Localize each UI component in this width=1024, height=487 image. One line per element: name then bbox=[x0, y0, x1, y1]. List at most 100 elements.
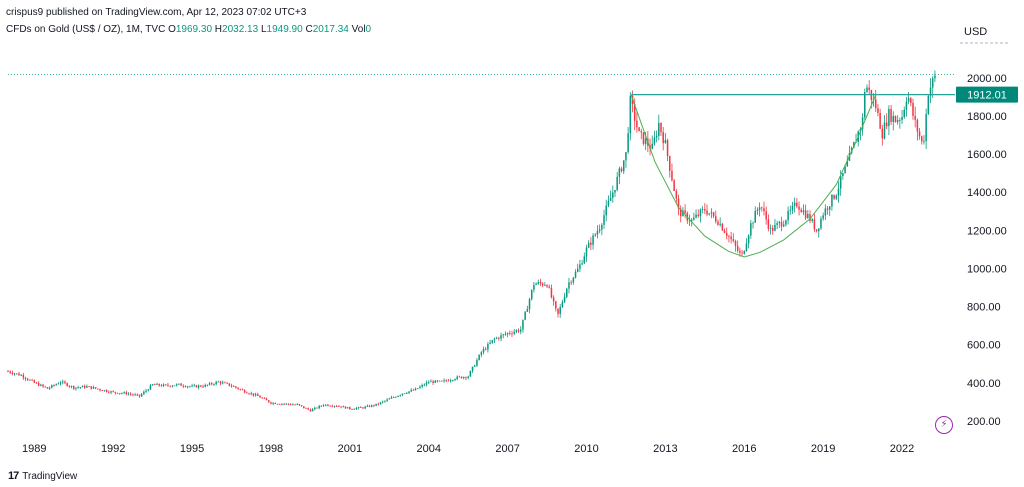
candle-body bbox=[276, 403, 279, 405]
candle-body bbox=[105, 390, 108, 392]
candle-body bbox=[360, 407, 362, 408]
tradingview-logo-icon: 17 bbox=[8, 470, 19, 482]
candle-body bbox=[90, 386, 93, 389]
candle-body bbox=[706, 210, 708, 215]
candle-body bbox=[403, 393, 406, 395]
candle-body bbox=[561, 302, 564, 308]
candle-body bbox=[541, 283, 544, 286]
candle-body bbox=[655, 135, 658, 138]
candle-body bbox=[710, 212, 713, 214]
candle-body bbox=[478, 354, 480, 360]
candle-body bbox=[48, 387, 51, 389]
price-axis[interactable]: 200.00 400.00 600.00 800.00 1000.00 1200.00 14… bbox=[967, 73, 1007, 428]
candle-body bbox=[257, 394, 259, 397]
price-tick-label: 1800.00 bbox=[967, 111, 1007, 123]
candle-body bbox=[901, 116, 903, 120]
candle-body bbox=[721, 223, 724, 231]
candle-body bbox=[250, 393, 252, 395]
candle-body bbox=[618, 168, 621, 177]
candle-body bbox=[912, 102, 914, 116]
time-axis[interactable]: 1989 1992 1995 1998 2001 2004 2007 2010 2013 2016… bbox=[22, 443, 914, 455]
candle-body bbox=[828, 206, 831, 210]
candle-body bbox=[20, 375, 22, 376]
candle-body bbox=[644, 138, 647, 144]
price-tick-label: 400.00 bbox=[967, 378, 1001, 390]
candle-body bbox=[200, 385, 202, 387]
candle-body bbox=[237, 387, 239, 390]
candle-body bbox=[15, 373, 18, 375]
candle-body bbox=[511, 333, 513, 335]
time-tick-label: 2007 bbox=[495, 443, 519, 455]
candle-body bbox=[513, 331, 515, 334]
candle-body bbox=[708, 213, 710, 215]
candle-body bbox=[392, 397, 395, 398]
time-tick-label: 2013 bbox=[653, 443, 677, 455]
candle-body bbox=[438, 380, 441, 382]
candle-body bbox=[796, 202, 798, 207]
candle-body bbox=[925, 113, 927, 142]
candle-body bbox=[491, 340, 494, 343]
candle-body bbox=[585, 247, 588, 257]
candle-body bbox=[918, 131, 921, 137]
candle-body bbox=[88, 386, 90, 388]
candle-body bbox=[579, 264, 581, 269]
candle-body bbox=[638, 127, 640, 132]
candle-body bbox=[868, 87, 870, 91]
candle-body bbox=[66, 383, 68, 386]
currency-label[interactable]: USD bbox=[964, 26, 988, 38]
candle-body bbox=[879, 112, 881, 129]
candle-body bbox=[311, 409, 314, 412]
candle-body bbox=[252, 393, 255, 396]
candle-body bbox=[296, 404, 299, 406]
candle-body bbox=[756, 209, 759, 211]
candle-body bbox=[837, 188, 840, 196]
candle-body bbox=[522, 319, 524, 330]
candle-body bbox=[537, 282, 540, 284]
candle-body bbox=[804, 210, 807, 218]
tradingview-brand[interactable]: 17 TradingView bbox=[8, 470, 77, 482]
candle-body bbox=[480, 352, 483, 355]
candle-body bbox=[469, 371, 472, 377]
symbol-name: CFDs on Gold (US$ / OZ), 1M, TVC bbox=[6, 24, 166, 35]
candle-body bbox=[386, 399, 388, 401]
candle-body bbox=[294, 404, 296, 406]
candle-body bbox=[467, 376, 469, 378]
candle-body bbox=[414, 388, 417, 391]
candle-body bbox=[149, 385, 152, 390]
candle-body bbox=[165, 384, 167, 386]
candle-body bbox=[355, 407, 358, 409]
time-tick-label: 1992 bbox=[101, 443, 125, 455]
lightning-icon[interactable]: ⚡ bbox=[935, 416, 953, 434]
candle-body bbox=[861, 117, 864, 129]
candle-body bbox=[226, 382, 228, 384]
candle-body bbox=[62, 381, 64, 383]
candle-body bbox=[366, 405, 369, 407]
candle-body bbox=[265, 398, 268, 401]
candle-body bbox=[351, 409, 353, 410]
candle-body bbox=[64, 381, 66, 384]
candle-body bbox=[787, 210, 789, 221]
candle-body bbox=[189, 386, 191, 388]
candle-body bbox=[151, 384, 154, 386]
candle-body bbox=[782, 224, 785, 227]
candle-body bbox=[732, 239, 735, 241]
candle-body bbox=[193, 385, 196, 387]
candle-body bbox=[241, 389, 244, 391]
candle-body bbox=[736, 245, 739, 251]
candle-body bbox=[664, 140, 667, 144]
candle-body bbox=[452, 380, 454, 381]
candle-body bbox=[145, 390, 147, 392]
candle-body bbox=[668, 156, 671, 171]
candle-body bbox=[353, 408, 355, 410]
candle-body bbox=[70, 386, 73, 387]
candle-body bbox=[417, 388, 419, 390]
candle-body bbox=[395, 396, 397, 398]
candle-body bbox=[493, 338, 496, 341]
candle-body bbox=[103, 390, 106, 391]
candle-body bbox=[877, 108, 879, 113]
candle-body bbox=[929, 87, 932, 96]
candle-body bbox=[344, 406, 347, 409]
candle-body bbox=[173, 385, 176, 387]
candle-body bbox=[379, 402, 382, 405]
